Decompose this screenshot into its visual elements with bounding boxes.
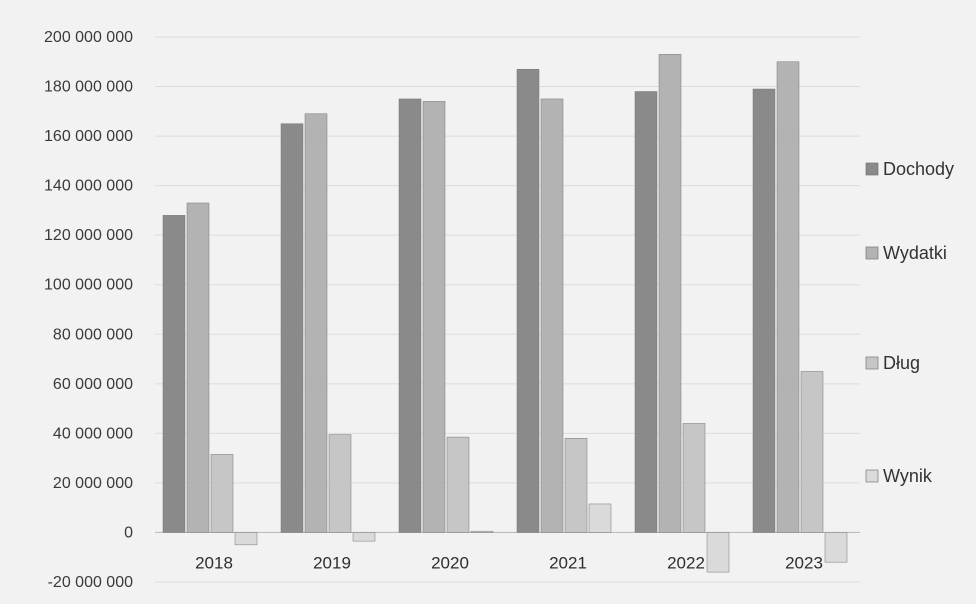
bar-dług-2019 bbox=[328, 434, 352, 533]
bar-dochody-2019 bbox=[280, 123, 304, 533]
bar-wynik-2019 bbox=[352, 532, 376, 542]
bar-dług-2018 bbox=[210, 454, 234, 533]
y-tick-label: 40 000 000 bbox=[53, 425, 133, 442]
bar-wydatki-2023 bbox=[776, 61, 800, 533]
legend-swatch bbox=[865, 356, 879, 370]
y-tick-label: 60 000 000 bbox=[53, 376, 133, 393]
y-tick-label: 0 bbox=[124, 524, 133, 541]
bar-wydatki-2021 bbox=[540, 98, 564, 533]
legend-label: Dochody bbox=[883, 159, 954, 179]
legend-swatch bbox=[865, 246, 879, 260]
y-tick-label: 120 000 000 bbox=[44, 227, 133, 244]
bar-dochody-2023 bbox=[752, 88, 776, 533]
bar-dług-2020 bbox=[446, 436, 470, 533]
legend-swatch bbox=[865, 162, 879, 176]
bar-wynik-2022 bbox=[706, 532, 730, 573]
x-tick-label: 2023 bbox=[785, 553, 823, 572]
x-tick-label: 2019 bbox=[313, 553, 351, 572]
bar-wynik-2023 bbox=[824, 532, 848, 563]
legend-label: Wydatki bbox=[883, 243, 947, 263]
legend-label: Wynik bbox=[883, 466, 933, 486]
x-tick-label: 2018 bbox=[195, 553, 233, 572]
legend-label: Dług bbox=[883, 353, 920, 373]
x-tick-label: 2021 bbox=[549, 553, 587, 572]
y-tick-label: -20 000 000 bbox=[48, 574, 134, 591]
bar-dług-2022 bbox=[682, 423, 706, 533]
bar-wynik-2020 bbox=[470, 530, 494, 533]
y-tick-label: 160 000 000 bbox=[44, 128, 133, 145]
y-tick-label: 80 000 000 bbox=[53, 326, 133, 343]
bar-wydatki-2022 bbox=[658, 54, 682, 533]
legend-swatch bbox=[865, 469, 879, 483]
bar-wydatki-2018 bbox=[186, 202, 210, 533]
y-tick-label: 180 000 000 bbox=[44, 79, 133, 96]
bar-wydatki-2020 bbox=[422, 101, 446, 533]
bar-dochody-2018 bbox=[162, 215, 186, 533]
bar-dochody-2021 bbox=[516, 68, 540, 533]
bar-wynik-2018 bbox=[234, 532, 258, 546]
y-tick-label: 20 000 000 bbox=[53, 475, 133, 492]
bar-dług-2023 bbox=[800, 371, 824, 533]
bar-wynik-2021 bbox=[588, 503, 612, 533]
bar-dług-2021 bbox=[564, 438, 588, 533]
bar-dochody-2022 bbox=[634, 91, 658, 533]
bar-dochody-2020 bbox=[398, 98, 422, 533]
y-tick-label: 140 000 000 bbox=[44, 178, 133, 195]
x-tick-label: 2022 bbox=[667, 553, 705, 572]
y-tick-label: 200 000 000 bbox=[44, 29, 133, 46]
bar-wydatki-2019 bbox=[304, 113, 328, 533]
y-tick-label: 100 000 000 bbox=[44, 277, 133, 294]
x-tick-label: 2020 bbox=[431, 553, 469, 572]
